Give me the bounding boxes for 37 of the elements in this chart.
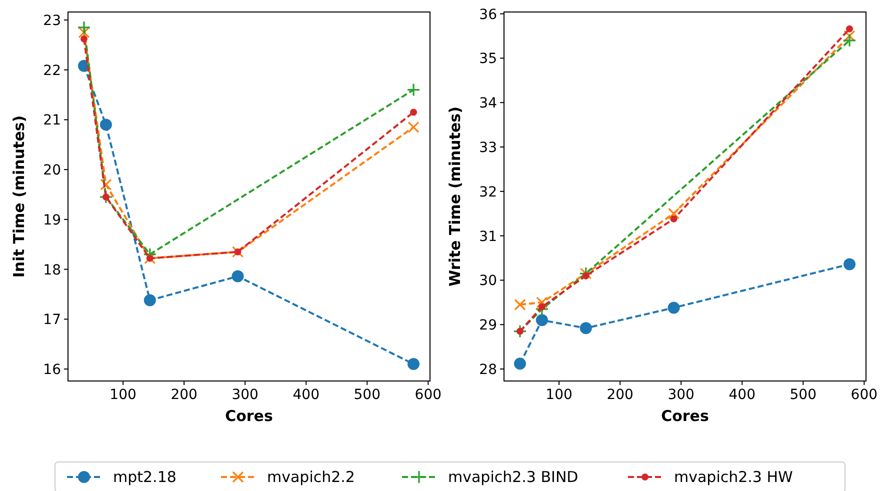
y-tick-label: 18 [43, 262, 61, 278]
x-axis-title: Cores [225, 407, 273, 425]
y-tick-label: 35 [479, 51, 497, 68]
y-axis-title: Write Time (minutes) [446, 106, 464, 286]
x-tick-label: 600 [414, 387, 442, 403]
legend-label: mvapich2.3 HW [674, 468, 794, 486]
x-tick-label: 400 [728, 387, 756, 403]
y-tick-label: 17 [43, 312, 61, 328]
y-tick-label: 21 [43, 112, 61, 129]
x-tick-label: 500 [354, 387, 381, 403]
x-tick-label: 600 [850, 387, 878, 403]
x-axis-title: Cores [661, 407, 709, 425]
y-axis-title: Init Time (minutes) [10, 115, 28, 278]
y-tick-label: 32 [479, 184, 497, 200]
y-tick-label: 20 [43, 162, 61, 179]
x-tick-label: 300 [232, 387, 258, 403]
x-tick-label: 200 [170, 387, 198, 403]
x-tick-label: 100 [110, 387, 136, 403]
x-tick-label: 200 [606, 387, 634, 403]
x-tick-label: 400 [292, 387, 320, 403]
x-tick-label: 500 [790, 387, 817, 403]
x-tick-label: 300 [668, 387, 694, 403]
legend-label: mvapich2.2 [267, 468, 355, 486]
y-tick-label: 22 [43, 62, 61, 79]
y-tick-label: 30 [479, 273, 497, 290]
y-tick-label: 23 [43, 12, 61, 29]
y-tick-label: 34 [479, 96, 498, 112]
y-tick-label: 29 [479, 318, 497, 334]
legend-label: mvapich2.3 BIND [448, 468, 578, 486]
y-tick-label: 36 [479, 6, 498, 23]
y-tick-label: 31 [479, 228, 497, 245]
y-tick-label: 19 [43, 212, 61, 228]
x-tick-label: 100 [546, 387, 572, 403]
y-tick-label: 16 [43, 362, 62, 378]
legend-label: mpt2.18 [113, 468, 176, 486]
y-tick-label: 28 [479, 362, 497, 378]
y-tick-label: 33 [479, 140, 497, 156]
